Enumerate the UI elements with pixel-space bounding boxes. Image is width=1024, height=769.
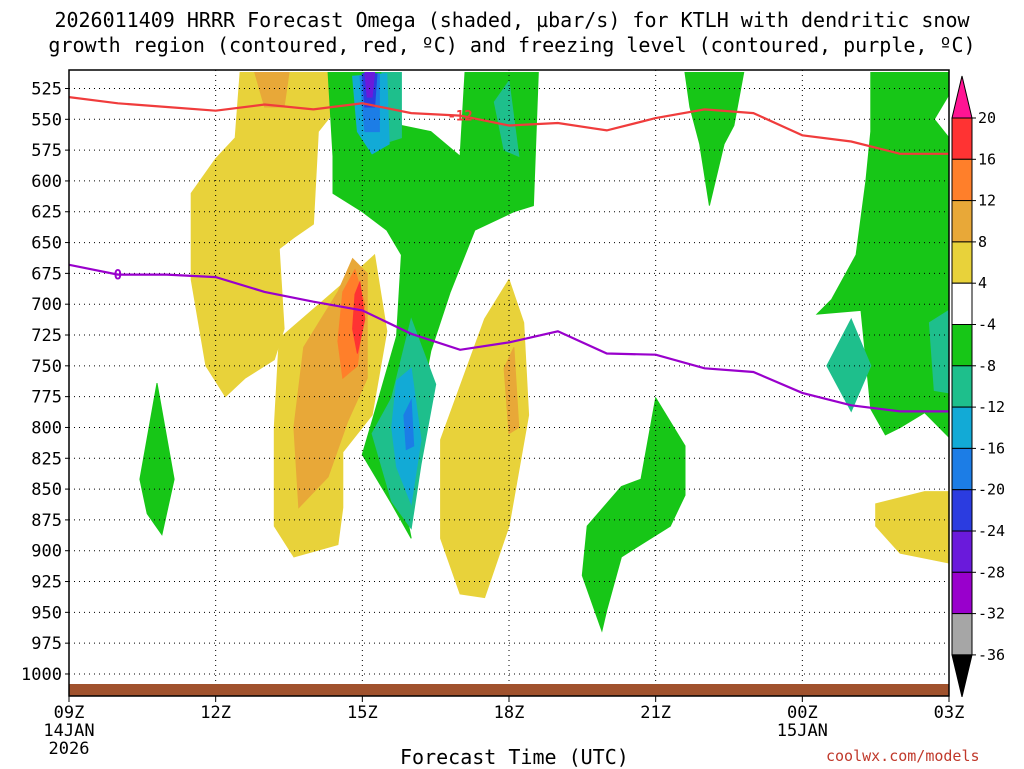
y-tick-label: 825	[31, 449, 62, 469]
y-tick-label: 650	[31, 234, 62, 254]
omega-region-8	[352, 280, 366, 354]
colorbar-label: -8	[978, 357, 996, 375]
colorbar-label: -24	[978, 522, 1005, 540]
omega-region-0	[190, 72, 334, 398]
omega-region-12	[684, 72, 745, 206]
colorbar-segment	[951, 613, 973, 656]
x-tick-label: 03Z	[934, 703, 965, 723]
omega-region-22	[403, 398, 415, 451]
y-tick-label: 850	[31, 480, 62, 500]
contour-label-1: 0	[114, 268, 122, 284]
chart-title-line-2: growth region (contoured, red, ºC) and f…	[48, 33, 976, 57]
colorbar-label: 8	[978, 233, 987, 251]
y-tick-label: 800	[31, 418, 62, 438]
y-tick-label: 1000	[21, 665, 62, 685]
grid-lines	[69, 70, 949, 690]
colorbar-segment	[951, 324, 973, 367]
temperature-contours: -12 0	[69, 96, 949, 413]
colorbar-label: 12	[978, 192, 996, 210]
x-tick-date: 14JAN	[43, 721, 94, 741]
colorbar-segment	[951, 406, 973, 449]
colorbar-label: -4	[978, 316, 996, 334]
omega-region-3	[875, 491, 949, 564]
colorbar-segment	[951, 447, 973, 491]
x-tick-label: 15Z	[347, 703, 378, 723]
colorbar-segment	[951, 530, 973, 573]
colorbar-segment	[951, 365, 973, 408]
y-tick-label: 550	[31, 110, 62, 130]
y-tick-label: 975	[31, 634, 62, 654]
colorbar-label: -28	[978, 563, 1005, 581]
y-tick-label: 925	[31, 573, 62, 593]
omega-region-17	[826, 317, 872, 413]
colorbar-segment	[951, 489, 973, 532]
omega-region-11	[581, 396, 686, 633]
colorbar-label: -32	[978, 605, 1005, 623]
colorbar-segment	[951, 241, 973, 284]
colorbar-cap-bottom	[951, 654, 973, 698]
colorbar-segment	[951, 158, 973, 202]
contour-label-0: -12	[447, 109, 472, 125]
y-tick-label: 575	[31, 141, 62, 161]
omega-region-2	[440, 278, 530, 599]
colorbar-segment	[951, 200, 973, 243]
colorbar-label: -12	[978, 398, 1005, 416]
y-tick-label: 675	[31, 264, 62, 284]
colorbar-segment	[951, 282, 973, 326]
colorbar: 20 16 12 8 4 -4 -8 -12 -16 -20 -24 -28 -32 -36	[951, 75, 1005, 698]
colorbar-segment	[951, 571, 973, 615]
y-tick-label: 725	[31, 326, 62, 346]
contour-line-1	[69, 263, 949, 413]
x-tick-date: 15JAN	[777, 721, 828, 741]
x-tick-year: 2026	[49, 739, 90, 759]
colorbar-label: 20	[978, 109, 996, 127]
y-tick-label: 875	[31, 511, 62, 531]
x-tick-label: 21Z	[640, 703, 671, 723]
colorbar-label: 16	[978, 150, 996, 168]
x-tick-label: 18Z	[494, 703, 525, 723]
y-tick-label: 700	[31, 295, 62, 315]
chart-title-line-1: 2026011409 HRRR Forecast Omega (shaded, …	[54, 8, 970, 32]
y-tick-label: 775	[31, 388, 62, 408]
y-tick-label: 600	[31, 172, 62, 192]
chart-title: 2026011409 HRRR Forecast Omega (shaded, …	[0, 8, 1024, 58]
omega-region-6	[503, 347, 520, 435]
x-tick-label: 12Z	[200, 703, 231, 723]
credit-link[interactable]: coolwx.com/models	[826, 747, 980, 765]
y-tick-label: 625	[31, 203, 62, 223]
omega-shaded-regions	[139, 72, 949, 633]
x-tick-label: 00Z	[787, 703, 818, 723]
x-tick-label: 09Z	[54, 703, 85, 723]
omega-region-18	[928, 309, 949, 394]
ground-terrain	[69, 684, 949, 696]
contour-line-0	[69, 96, 949, 155]
omega-region-13	[815, 72, 949, 439]
colorbar-segment	[951, 117, 973, 160]
colorbar-label: -16	[978, 439, 1005, 457]
y-tick-label: 900	[31, 542, 62, 562]
omega-region-10	[139, 383, 175, 536]
y-axis: 525 550 575 600 625 650 675 700 725 750 775 800 825 8…	[21, 79, 69, 685]
colorbar-label: 4	[978, 274, 987, 292]
colorbar-cap-top	[951, 75, 973, 119]
y-tick-label: 750	[31, 357, 62, 377]
colorbar-label: -20	[978, 481, 1005, 499]
y-tick-label: 950	[31, 603, 62, 623]
omega-region-24	[364, 72, 376, 98]
y-tick-label: 525	[31, 79, 62, 99]
x-axis-label: Forecast Time (UTC)	[400, 745, 629, 769]
colorbar-label: -36	[978, 646, 1005, 664]
